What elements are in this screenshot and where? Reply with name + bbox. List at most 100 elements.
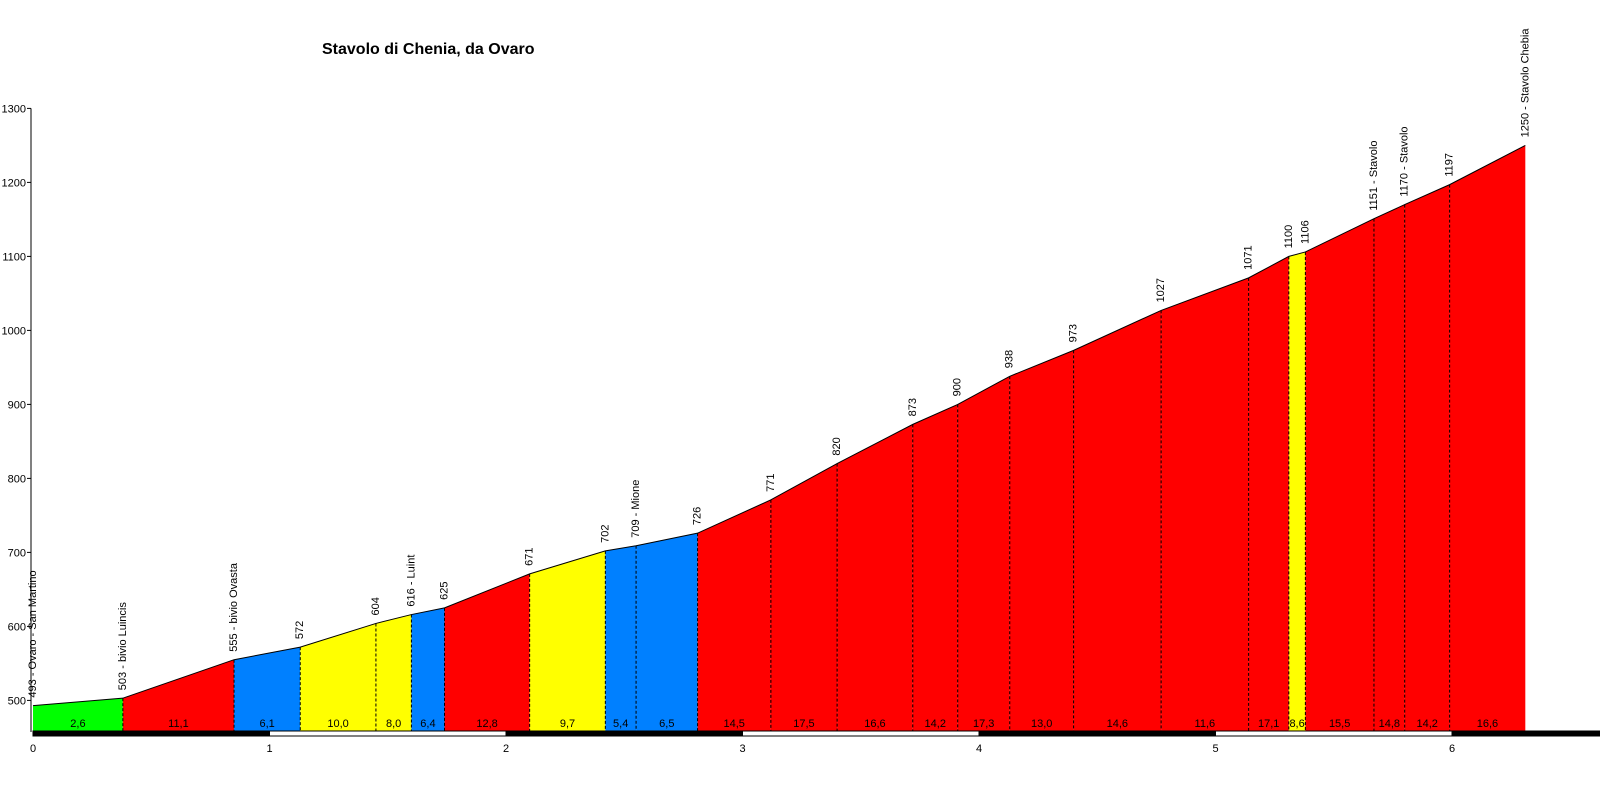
elevation-label: 625 (439, 582, 451, 600)
elevation-label: 820 (831, 437, 843, 455)
elevation-label: 1106 (1299, 220, 1311, 244)
km-bar (978, 730, 1216, 737)
profile-segment (1161, 277, 1249, 732)
gradient-label: 16,6 (864, 718, 885, 730)
elevation-label: 771 (765, 474, 777, 492)
gradient-label: 14,8 (1379, 718, 1400, 730)
elevation-label: 503 - bivio Luincis (117, 602, 129, 691)
elevation-label: 938 (1004, 350, 1016, 368)
km-bar (505, 730, 743, 737)
km-bar (1451, 730, 1600, 737)
profile-segment (1404, 184, 1450, 732)
profile-line (32, 144, 1526, 707)
gradient-label: 13,0 (1031, 718, 1052, 730)
elevation-label: 873 (907, 398, 919, 416)
elevation-label: 604 (370, 597, 382, 615)
elevation-label: 1250 - Stavolo Chebia (1519, 28, 1531, 138)
gradient-label: 14,6 (1107, 718, 1128, 730)
y-tick-label: 1300 (2, 103, 26, 115)
gradient-label: 8,0 (386, 718, 401, 730)
x-tick-label: 2 (503, 743, 509, 755)
x-tick-label: 4 (976, 743, 982, 755)
y-tick-label: 800 (8, 473, 26, 485)
km-bar (742, 730, 980, 737)
elevation-label: 726 (692, 507, 704, 525)
elevation-label: 1071 (1243, 245, 1255, 269)
x-tick-label: 6 (1449, 743, 1455, 755)
profile-segment (636, 533, 698, 732)
y-tick-label: 900 (8, 399, 26, 411)
elevation-label: 1151 - Stavolo (1368, 141, 1380, 211)
y-tick-label: 1200 (2, 177, 26, 189)
gradient-label: 2,6 (70, 718, 85, 730)
elevation-label: 702 (599, 525, 611, 543)
elevation-label: 900 (952, 378, 964, 396)
elevation-label: 1170 - Stavolo (1399, 126, 1411, 196)
elevation-label: 555 - bivio Ovasta (228, 562, 240, 652)
km-bar (1215, 730, 1453, 737)
gradient-label: 11,6 (1195, 718, 1216, 730)
gradient-label: 17,3 (973, 718, 994, 730)
profile-segment (375, 614, 412, 732)
gradient-label: 8,6 (1289, 718, 1304, 730)
chart-title: Stavolo di Chenia, da Ovaro (322, 41, 535, 58)
gradient-label: 16,6 (1477, 718, 1498, 730)
gradient-label: 14,2 (925, 718, 946, 730)
profile-segment (1288, 251, 1306, 732)
y-tick-label: 1000 (2, 325, 26, 337)
profile-segment (837, 424, 913, 732)
elevation-label: 709 - Mione (630, 480, 642, 538)
gradient-label: 9,7 (560, 718, 575, 730)
profile-segment (605, 545, 637, 732)
elevation-label: 1027 (1155, 278, 1167, 302)
profile-segment (122, 659, 235, 732)
gradient-label: 6,4 (420, 718, 435, 730)
gradient-label: 14,2 (1416, 718, 1437, 730)
km-bar (269, 730, 507, 737)
y-tick-label: 500 (8, 695, 26, 707)
x-tick-label: 3 (739, 743, 745, 755)
profile-segment (697, 499, 771, 732)
gradient-label: 17,1 (1258, 718, 1279, 730)
profile-segment (33, 698, 123, 732)
gradient-label: 6,5 (659, 718, 674, 730)
profile-segment (1009, 350, 1074, 732)
gradient-label: 5,4 (613, 718, 628, 730)
profile-segment (300, 623, 376, 732)
y-tick-label: 1100 (2, 251, 26, 263)
y-tick-label: 700 (8, 547, 26, 559)
x-tick-label: 5 (1212, 743, 1218, 755)
gradient-label: 12,8 (476, 718, 497, 730)
profile-segment (234, 647, 301, 732)
gradient-label: 14,5 (724, 718, 745, 730)
profile-segment (529, 550, 606, 732)
km-bar (32, 730, 270, 737)
profile-segment (912, 404, 958, 732)
profile-segment (1305, 218, 1374, 732)
gradient-label: 6,1 (259, 718, 274, 730)
elevation-label: 616 - Luint (405, 555, 417, 607)
profile-segment (1073, 310, 1162, 732)
gradient-label: 17,5 (793, 718, 814, 730)
gradient-label: 15,5 (1329, 718, 1350, 730)
gradient-label: 11,1 (168, 718, 189, 730)
elevation-label: 973 (1068, 324, 1080, 342)
elevation-label: 671 (524, 548, 536, 566)
profile-segment (770, 463, 838, 732)
profile-segment (1373, 204, 1405, 733)
elevation-label: 493 - Ovaro - San Martino (27, 570, 39, 697)
profile-segment (444, 573, 530, 732)
elevation-label: 572 (294, 621, 306, 639)
profile-segment (1248, 256, 1289, 732)
x-tick-label: 1 (266, 743, 272, 755)
profile-segment (1449, 145, 1526, 732)
x-tick-label: 0 (30, 743, 36, 755)
profile-segment (957, 376, 1010, 732)
elevation-label: 1100 (1283, 225, 1295, 249)
y-tick-label: 600 (8, 621, 26, 633)
gradient-label: 10,0 (327, 718, 348, 730)
elevation-label: 1197 (1444, 153, 1456, 177)
profile-segment (411, 607, 445, 732)
